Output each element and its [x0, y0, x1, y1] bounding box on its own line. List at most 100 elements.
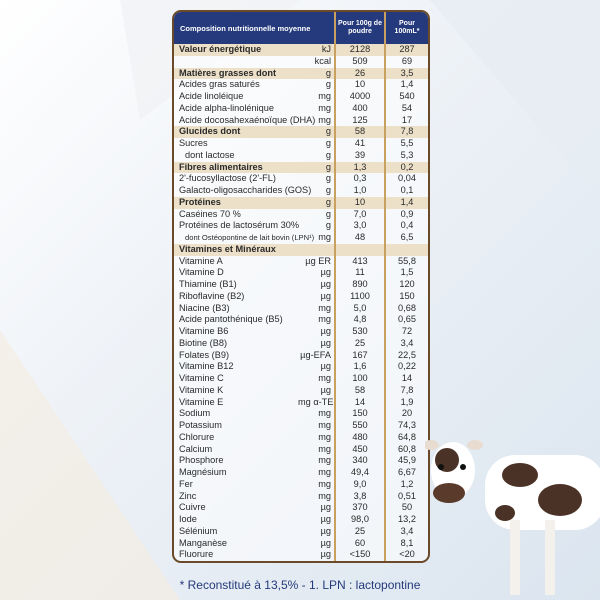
- header-per-100g: Pour 100g de poudre: [334, 12, 384, 44]
- row-unit: g: [325, 208, 331, 219]
- value-per-100ml: 13,2: [384, 514, 428, 526]
- table-row: Magnésium mg 49,4 6,67: [174, 467, 428, 479]
- table-row: Caséines 70 % g 7,0 0,9: [174, 208, 428, 221]
- table-row: Vitamine B12 µg 1,6 0,22: [174, 361, 428, 373]
- table-row: Acide alpha-linolénique mg 400 54: [174, 102, 428, 115]
- table-row: Vitamine K µg 58 7,8: [174, 384, 428, 397]
- row-unit: µg: [320, 514, 331, 524]
- value-per-100g: 1,6: [334, 361, 384, 373]
- value-per-100g: 5,0: [334, 302, 384, 315]
- value-per-100g: 25: [334, 337, 384, 350]
- row-label: Sucres: [179, 138, 208, 148]
- header-per-100ml: Pour 100mL*: [384, 12, 428, 44]
- table-row: Acide linoléique mg 4000 540: [174, 91, 428, 103]
- row-label: Phosphore: [179, 455, 224, 466]
- value-per-100ml: 54: [384, 102, 428, 115]
- row-label: Riboflavine (B2): [179, 290, 245, 301]
- value-per-100g: 450: [334, 443, 384, 456]
- table-row: Fluorure µg <150 <20: [174, 549, 428, 561]
- row-unit: µg: [320, 337, 331, 348]
- row-label: Chlorure: [179, 431, 215, 442]
- table-row: Sodium mg 150 20: [174, 408, 428, 420]
- row-unit: g: [325, 196, 331, 207]
- value-per-100g: 98,0: [334, 514, 384, 526]
- nutrition-table: Composition nutritionnelle moyenne Pour …: [172, 10, 430, 563]
- row-label: Vitamine B6: [179, 326, 229, 336]
- section-row: Glucides dont g 58 7,8: [174, 126, 428, 138]
- value-per-100g: 2128: [334, 44, 384, 56]
- value-per-100ml: 0,65: [384, 314, 428, 326]
- row-label: Sélénium: [179, 525, 218, 536]
- row-unit: µg: [320, 361, 331, 372]
- row-label: Vitamine D: [179, 267, 224, 278]
- value-per-100g: 0,3: [334, 173, 384, 185]
- value-per-100g: 550: [334, 420, 384, 432]
- row-unit: µg: [320, 267, 331, 278]
- table-row: Riboflavine (B2) µg 1100 150: [174, 290, 428, 303]
- row-unit: mg: [318, 467, 331, 477]
- value-per-100ml: 0,68: [384, 302, 428, 315]
- value-per-100ml: 0,22: [384, 361, 428, 373]
- row-label: Potassium: [179, 420, 222, 430]
- value-per-100g: [334, 243, 384, 256]
- row-unit: µg: [320, 290, 331, 301]
- value-per-100g: 10: [334, 196, 384, 209]
- value-per-100ml: 45,9: [384, 455, 428, 467]
- table-row: Thiamine (B1) µg 890 120: [174, 279, 428, 291]
- cow-icon: [425, 440, 600, 595]
- value-per-100g: 413: [334, 255, 384, 268]
- row-label: dont Ostéopontine de lait bovin (LPN¹): [185, 233, 315, 242]
- row-unit: g: [325, 138, 331, 148]
- table-row: Galacto-oligosaccharides (GOS) g 1,0 0,1: [174, 185, 428, 197]
- value-per-100g: 150: [334, 408, 384, 420]
- value-per-100ml: 72: [384, 326, 428, 338]
- row-label: Fer: [179, 478, 193, 489]
- value-per-100ml: 0,2: [384, 161, 428, 174]
- table-row: Niacine (B3) mg 5,0 0,68: [174, 302, 428, 315]
- row-label: Vitamine B12: [179, 361, 234, 372]
- value-per-100g: 3,8: [334, 490, 384, 503]
- value-per-100ml: 17: [384, 114, 428, 127]
- value-per-100g: 4,8: [334, 314, 384, 326]
- row-unit: mg: [318, 420, 331, 430]
- row-label: Niacine (B3): [179, 302, 230, 313]
- table-row: Folates (B9) µg-EFA 167 22,5: [174, 349, 428, 362]
- value-per-100g: 11: [334, 267, 384, 279]
- value-per-100ml: 1,2: [384, 478, 428, 491]
- row-unit: µg: [320, 326, 331, 336]
- row-label: Acide alpha-linolénique: [179, 102, 275, 113]
- table-row: Vitamine E mg α-TE 14 1,9: [174, 396, 428, 409]
- value-per-100ml: 0,51: [384, 490, 428, 503]
- row-unit: µg: [320, 549, 331, 560]
- value-per-100g: 1100: [334, 290, 384, 303]
- row-label: 2'-fucosyllactose (2'-FL): [179, 173, 276, 184]
- table-row: dont Ostéopontine de lait bovin (LPN¹) mg…: [174, 232, 428, 244]
- value-per-100ml: 1,9: [384, 396, 428, 409]
- table-row: Potassium mg 550 74,3: [174, 420, 428, 432]
- row-unit: kJ: [321, 44, 331, 54]
- value-per-100ml: 69: [384, 55, 428, 68]
- table-row: Fer mg 9,0 1,2: [174, 478, 428, 491]
- value-per-100g: 3,0: [334, 220, 384, 232]
- row-label: Fluorure: [179, 549, 214, 560]
- value-per-100g: 25: [334, 525, 384, 538]
- value-per-100ml: 540: [384, 91, 428, 103]
- row-unit: mg: [318, 102, 331, 113]
- row-unit: mg: [318, 373, 331, 383]
- row-label: Galacto-oligosaccharides (GOS): [179, 185, 312, 195]
- table-row: Vitamine A µg ER 413 55,8: [174, 255, 428, 268]
- value-per-100g: 1,3: [334, 161, 384, 174]
- row-unit: mg: [318, 314, 331, 325]
- value-per-100ml: 74,3: [384, 420, 428, 432]
- row-unit: g: [325, 161, 331, 172]
- row-label: Cuivre: [179, 502, 206, 513]
- value-per-100g: 58: [334, 126, 384, 138]
- value-per-100ml: 0,4: [384, 220, 428, 232]
- value-per-100ml: [384, 243, 428, 256]
- table-row: Cuivre µg 370 50: [174, 502, 428, 514]
- value-per-100ml: 6,67: [384, 467, 428, 479]
- value-per-100g: 1,0: [334, 185, 384, 197]
- section-row: Fibres alimentaires g 1,3 0,2: [174, 161, 428, 174]
- table-row: Vitamine D µg 11 1,5: [174, 267, 428, 279]
- row-label: Vitamines et Minéraux: [179, 243, 276, 254]
